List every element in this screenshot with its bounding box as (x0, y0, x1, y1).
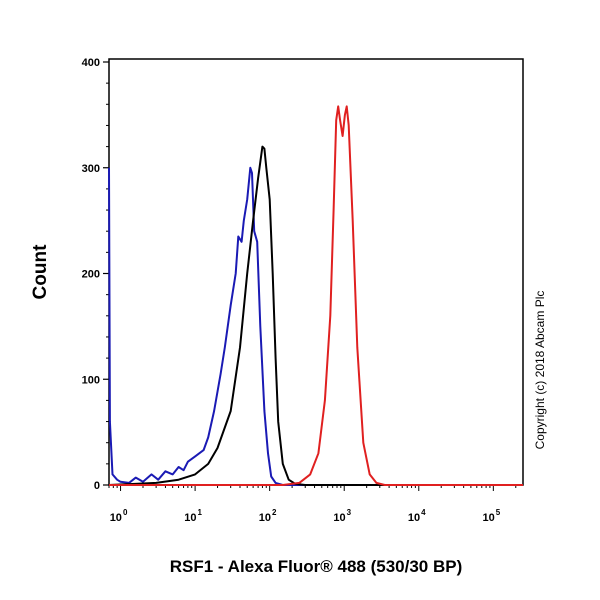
y-tick-label: 300 (82, 163, 100, 175)
series-layer (108, 105, 523, 486)
x-tick-label: 104 (408, 508, 426, 524)
y-tick-label: 400 (82, 57, 100, 69)
x-tick-label: 101 (184, 508, 202, 524)
x-axis: 100 101 102 103 104 105 (108, 485, 517, 524)
y-tick-label: 200 (82, 269, 100, 281)
y-tick-label: 100 (82, 374, 100, 386)
x-tick-label: 105 (482, 508, 500, 524)
x-tick-label: 100 (110, 508, 128, 524)
copyright-annotation: Copyright (c) 2018 Abcam Plc (533, 291, 547, 450)
y-axis: 0 100 200 300 400 (82, 57, 109, 492)
x-axis-title: RSF1 - Alexa Fluor® 488 (530/30 BP) (170, 557, 463, 576)
x-tick-label: 103 (333, 508, 351, 524)
y-tick-label: 0 (94, 480, 100, 492)
x-tick-label: 102 (259, 508, 277, 524)
series-line-1 (108, 145, 523, 486)
plot-frame (108, 58, 524, 486)
series-line-0 (108, 166, 523, 486)
y-axis-title: Count (30, 244, 51, 300)
series-line-2 (109, 105, 523, 486)
